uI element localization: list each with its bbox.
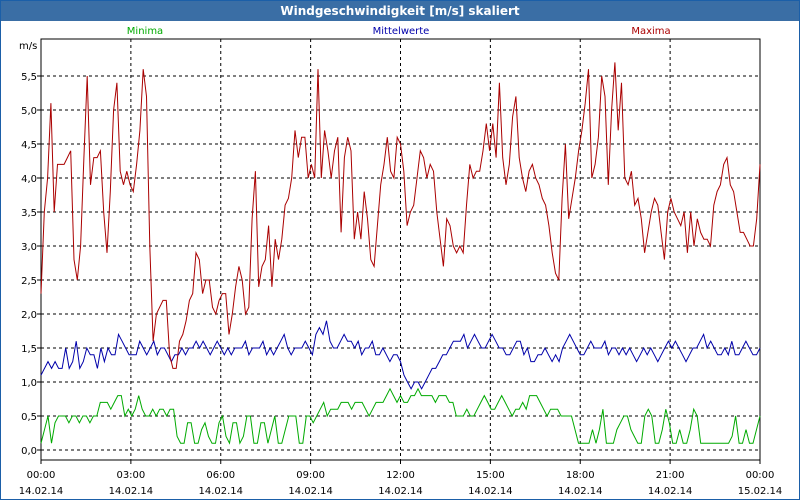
y-tick-label: 2,5 <box>21 276 37 287</box>
x-tick-time: 06:00 <box>206 470 235 481</box>
x-tick-time: 21:00 <box>656 470 685 481</box>
x-tick-time: 15:00 <box>476 470 505 481</box>
x-tick-time: 12:00 <box>386 470 415 481</box>
y-axis-ticks: 0,0 0,5 1,0 1,5 2,0 2,5 3,0 3,5 4,0 4,5 5,0 5,5 <box>21 72 41 457</box>
y-tick-label: 2,0 <box>21 310 37 321</box>
y-tick-label: 4,5 <box>21 140 37 151</box>
legend-mittelwerte: Mittelwerte <box>373 26 430 37</box>
x-tick-date: 14.02.14 <box>378 486 423 497</box>
y-tick-label: 3,5 <box>21 208 37 219</box>
legend-minima: Minima <box>127 26 163 37</box>
y-tick-label: 1,5 <box>21 344 37 355</box>
x-tick-date: 14.02.14 <box>648 486 693 497</box>
x-tick-date: 14.02.14 <box>558 486 603 497</box>
x-tick-time: 03:00 <box>116 470 145 481</box>
y-tick-label: 3,0 <box>21 242 37 253</box>
x-tick-date: 14.02.14 <box>19 486 64 497</box>
x-tick-time: 00:00 <box>27 470 56 481</box>
chart-canvas: 0,0 0,5 1,0 1,5 2,0 2,5 3,0 3,5 4,0 4,5 5,0 5,5 00:… <box>0 0 800 500</box>
x-tick-time: 00:00 <box>746 470 775 481</box>
x-tick-time: 18:00 <box>566 470 595 481</box>
y-axis-label: m/s <box>19 41 37 52</box>
y-tick-label: 4,0 <box>21 174 37 185</box>
y-tick-label: 0,0 <box>21 446 37 457</box>
y-tick-label: 1,0 <box>21 378 37 389</box>
y-tick-label: 0,5 <box>21 412 37 423</box>
legend-maxima: Maxima <box>631 26 670 37</box>
y-tick-label: 5,0 <box>21 106 37 117</box>
y-tick-label: 5,5 <box>21 72 37 83</box>
x-tick-date: 14.02.14 <box>468 486 513 497</box>
x-tick-date: 14.02.14 <box>109 486 154 497</box>
x-tick-time: 09:00 <box>296 470 325 481</box>
x-tick-date: 14.02.14 <box>288 486 333 497</box>
x-axis-ticks: 00:00 14.02.14 03:00 14.02.14 06:00 14.02.14 0… <box>19 460 783 497</box>
x-tick-date: 15.02.14 <box>738 486 783 497</box>
x-tick-date: 14.02.14 <box>198 486 243 497</box>
